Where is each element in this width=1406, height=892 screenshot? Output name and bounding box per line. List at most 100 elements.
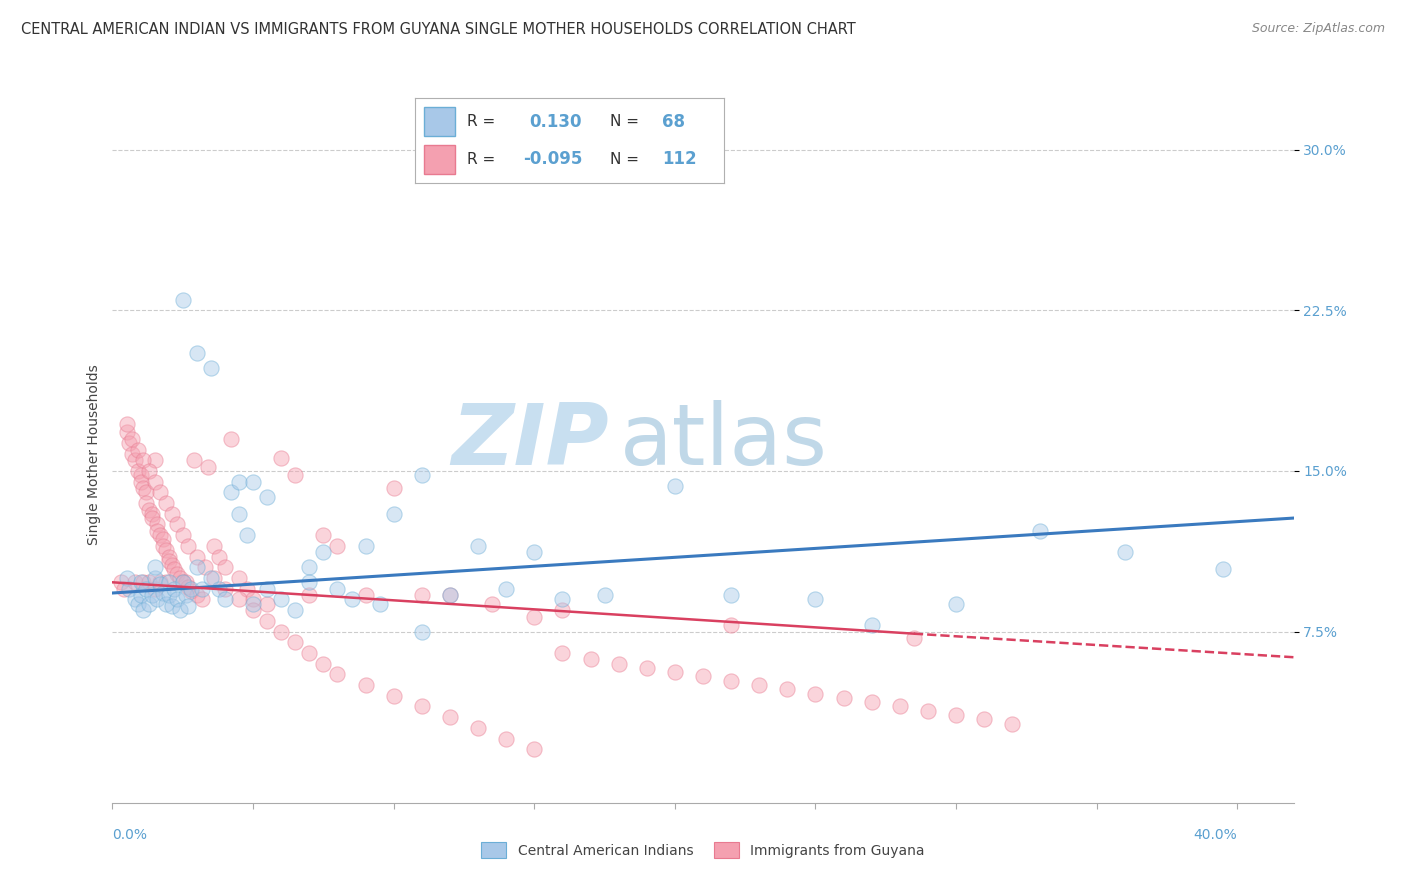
Point xyxy=(219,485,242,500)
Point xyxy=(411,624,433,639)
Point xyxy=(112,582,135,596)
Point xyxy=(382,481,405,495)
Point xyxy=(172,528,194,542)
Point xyxy=(186,346,208,360)
Text: 0.0%: 0.0% xyxy=(112,829,148,842)
Point xyxy=(326,667,349,681)
Point xyxy=(551,646,574,660)
Point xyxy=(121,447,143,461)
Point xyxy=(132,603,155,617)
Point xyxy=(382,689,405,703)
Point xyxy=(146,517,169,532)
Point xyxy=(177,539,200,553)
Point xyxy=(236,528,259,542)
Point xyxy=(155,543,177,558)
Point xyxy=(214,592,236,607)
Point xyxy=(149,577,172,591)
Point xyxy=(141,511,163,525)
Text: -0.095: -0.095 xyxy=(523,150,582,168)
Point xyxy=(152,539,174,553)
Point xyxy=(146,524,169,538)
Point xyxy=(1114,545,1136,559)
Text: 68: 68 xyxy=(662,113,685,131)
Point xyxy=(118,436,141,450)
Text: CENTRAL AMERICAN INDIAN VS IMMIGRANTS FROM GUYANA SINGLE MOTHER HOUSEHOLDS CORRE: CENTRAL AMERICAN INDIAN VS IMMIGRANTS FR… xyxy=(21,22,856,37)
Point xyxy=(692,669,714,683)
Point xyxy=(607,657,630,671)
Point xyxy=(242,597,264,611)
Text: 0.130: 0.130 xyxy=(529,113,582,131)
Point xyxy=(495,731,517,746)
Point xyxy=(439,588,461,602)
Legend: Central American Indians, Immigrants from Guyana: Central American Indians, Immigrants fro… xyxy=(474,836,932,865)
Point xyxy=(664,479,686,493)
Point xyxy=(129,588,152,602)
Point xyxy=(143,453,166,467)
Point xyxy=(228,571,250,585)
Point xyxy=(579,652,602,666)
Point xyxy=(889,699,911,714)
Point xyxy=(143,582,166,596)
Point xyxy=(191,592,214,607)
Point xyxy=(157,554,180,568)
Point xyxy=(354,539,377,553)
Point xyxy=(312,657,335,671)
Point xyxy=(163,562,186,576)
Point xyxy=(124,592,146,607)
Point xyxy=(163,582,186,596)
Text: 40.0%: 40.0% xyxy=(1194,829,1237,842)
Point xyxy=(141,507,163,521)
Point xyxy=(312,528,335,542)
Point xyxy=(129,575,152,590)
Point xyxy=(183,453,205,467)
Point xyxy=(129,468,152,483)
Point xyxy=(127,597,149,611)
Point xyxy=(172,575,194,590)
Point xyxy=(270,451,292,466)
Point xyxy=(242,592,264,607)
Point xyxy=(312,545,335,559)
Text: N =: N = xyxy=(610,152,638,167)
Point xyxy=(166,566,188,581)
Point xyxy=(720,618,742,632)
Point xyxy=(115,571,138,585)
Point xyxy=(256,582,278,596)
Point xyxy=(326,539,349,553)
Point xyxy=(270,592,292,607)
Point xyxy=(523,742,546,756)
Point xyxy=(298,588,321,602)
Point xyxy=(155,597,177,611)
Point xyxy=(523,609,546,624)
Text: atlas: atlas xyxy=(620,400,828,483)
Point xyxy=(284,468,307,483)
Point xyxy=(169,571,191,585)
Point xyxy=(917,704,939,718)
Point xyxy=(129,475,152,489)
Point xyxy=(166,517,188,532)
Point xyxy=(160,599,183,613)
Point xyxy=(945,708,967,723)
Point xyxy=(228,592,250,607)
Point xyxy=(174,588,197,602)
Point xyxy=(135,485,157,500)
Text: N =: N = xyxy=(610,114,638,129)
Point xyxy=(202,571,225,585)
Point xyxy=(127,464,149,478)
Point xyxy=(242,475,264,489)
Point xyxy=(219,432,242,446)
Point xyxy=(172,575,194,590)
Point xyxy=(298,560,321,574)
Point xyxy=(298,575,321,590)
Point xyxy=(1001,716,1024,731)
Point xyxy=(411,588,433,602)
Point xyxy=(186,588,208,602)
Point xyxy=(155,496,177,510)
Point xyxy=(200,571,222,585)
Point xyxy=(197,459,219,474)
Text: R =: R = xyxy=(467,152,495,167)
Point xyxy=(903,631,925,645)
Point xyxy=(214,582,236,596)
Point xyxy=(860,618,883,632)
Point xyxy=(354,588,377,602)
Point xyxy=(132,481,155,495)
